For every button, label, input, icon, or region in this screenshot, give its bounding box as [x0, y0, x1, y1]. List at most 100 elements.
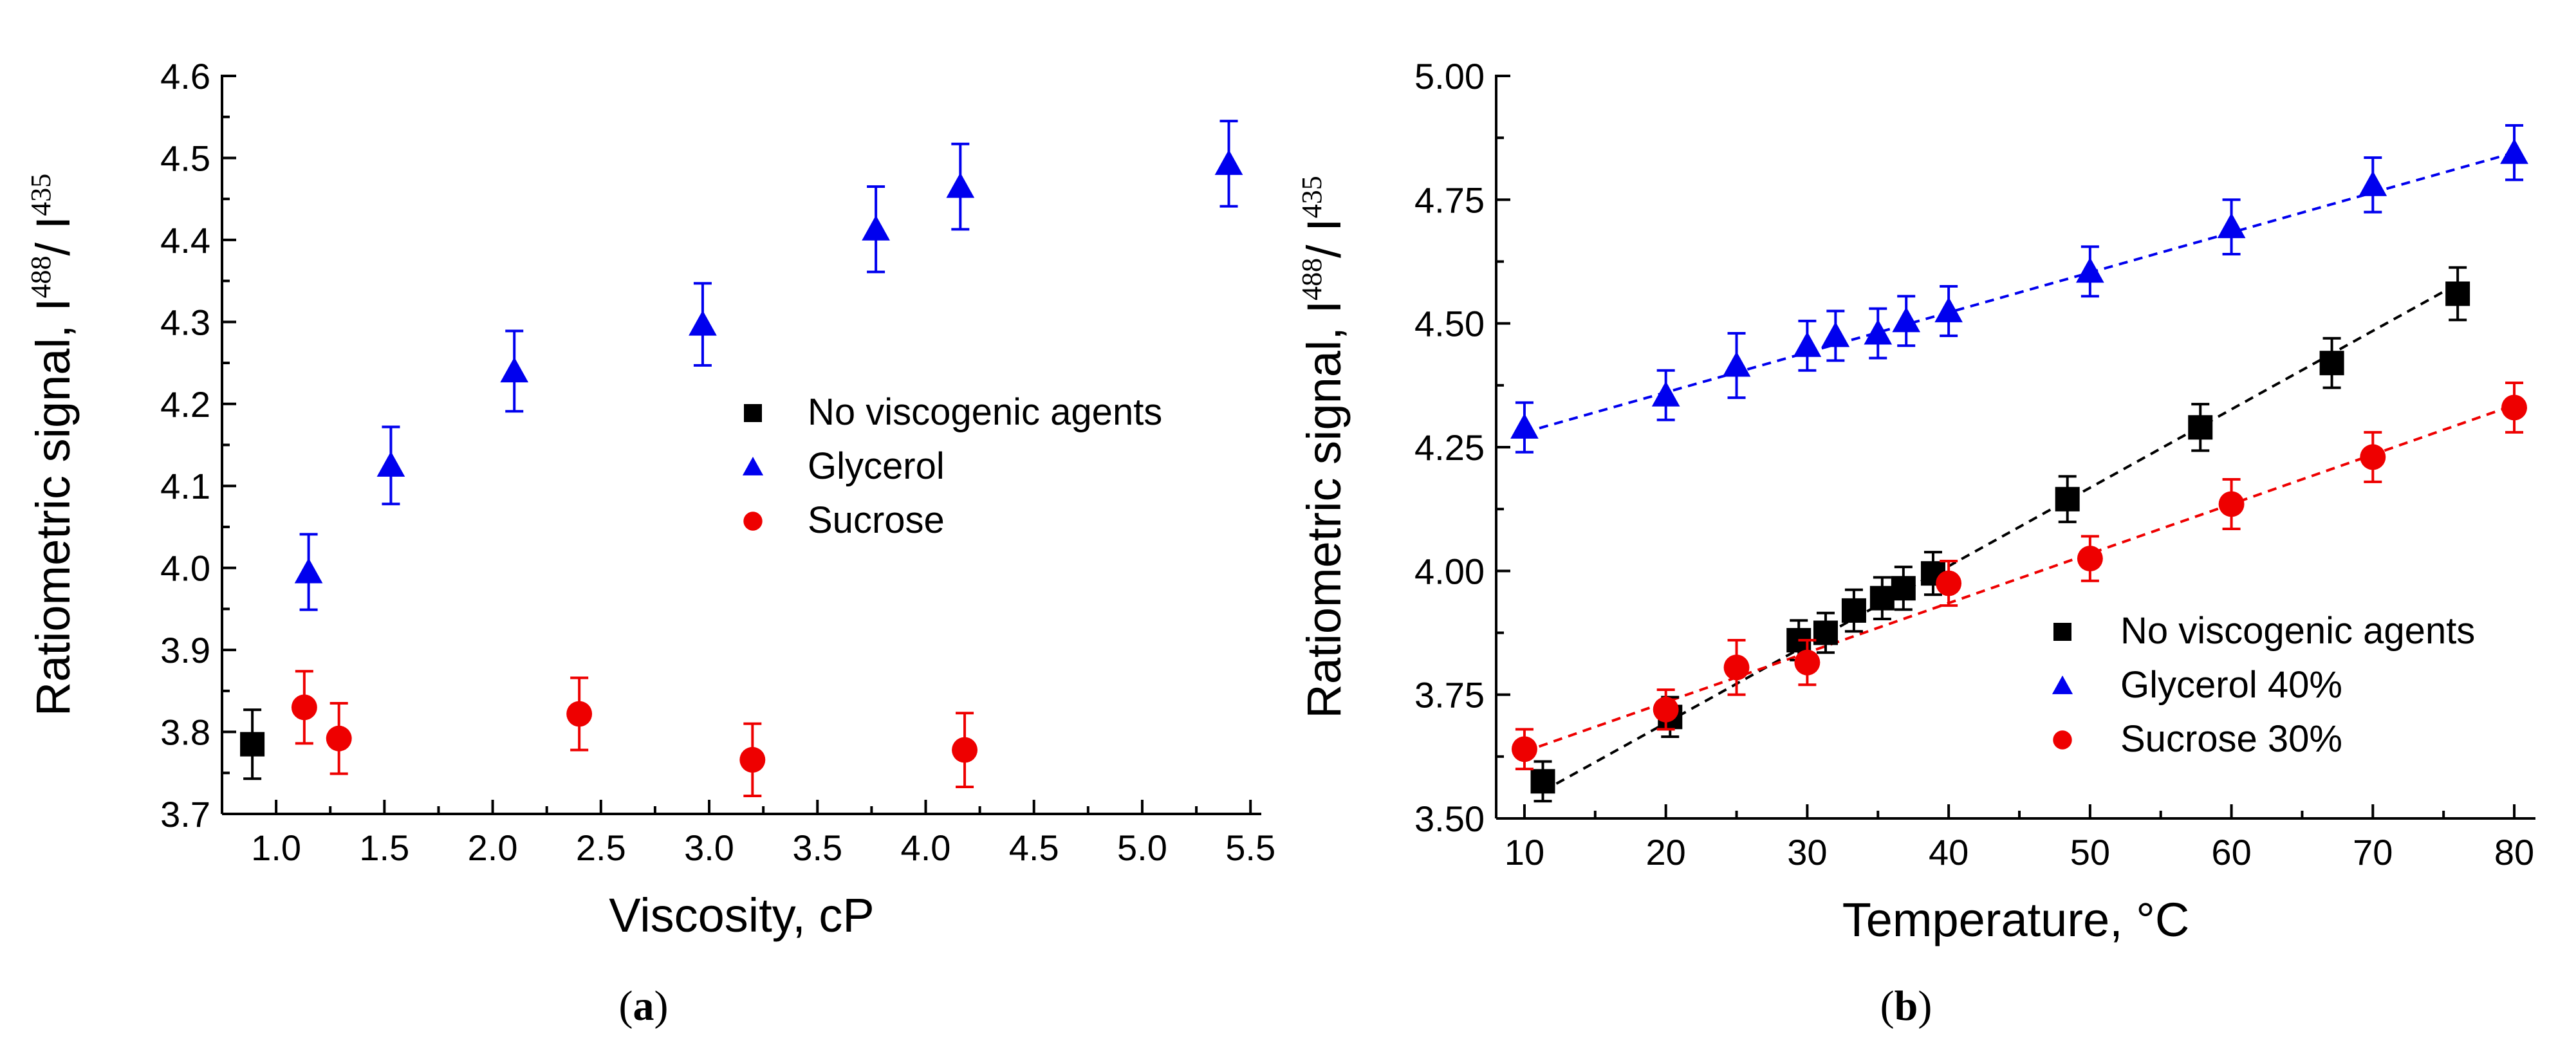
data-point [2055, 486, 2080, 512]
legend-label: No viscogenic agents [808, 391, 1162, 433]
y-tick-label: 3.9 [160, 630, 210, 670]
legend-label: Glycerol 40% [2120, 664, 2342, 706]
x-tick-label: 2.5 [576, 827, 626, 868]
panel-label-b: (b) [1880, 983, 1932, 1029]
fit-line [1542, 282, 2459, 793]
data-point [2501, 394, 2527, 421]
y-axis-label: Ratiometric signal, I488/ I435 [25, 174, 80, 716]
y-tick-label: 4.2 [160, 384, 210, 425]
data-point [566, 701, 593, 727]
y-tick-label: 3.8 [160, 712, 210, 753]
legend-symbol [744, 404, 762, 422]
data-point [240, 732, 265, 757]
y-axis-label-sup1: 488 [25, 255, 57, 298]
x-tick-label: 20 [1646, 832, 1686, 872]
x-tick-label: 2.0 [468, 827, 518, 868]
y-axis-label: Ratiometric signal, I488/ I435 [1296, 176, 1351, 718]
y-tick-label: 3.7 [160, 794, 210, 835]
y-tick-label: 4.3 [160, 302, 210, 342]
data-point [294, 558, 323, 584]
legend-label: Glycerol [808, 445, 945, 487]
data-point [946, 172, 975, 198]
fit-line [1524, 151, 2515, 434]
y-tick-label: 4.0 [160, 548, 210, 589]
data-point [1653, 696, 1679, 723]
data-point [952, 737, 978, 763]
y-tick-label: 4.75 [1414, 180, 1485, 220]
chart-b: 10 20 30 40 50 60 70 80 3.50 3.75 4.00 4.25 4.50 4.75… [1296, 56, 2535, 946]
x-tick-label: 10 [1505, 832, 1544, 872]
y-axis-label-main: Ratiometric signal, I [26, 298, 80, 716]
data-point [1891, 576, 1916, 601]
data-point [1214, 149, 1243, 175]
data-point [1793, 331, 1822, 357]
x-tick-label: 1.0 [251, 827, 301, 868]
data-point [2358, 171, 2387, 196]
x-tick-label: 70 [2353, 832, 2393, 872]
legend-label: Sucrose 30% [2120, 718, 2342, 760]
legend-symbol [2053, 730, 2072, 750]
data-point [862, 215, 890, 241]
x-tick-label: 3.5 [792, 827, 842, 868]
x-axis-label: Viscosity, cP [609, 889, 875, 942]
x-tick-label: 40 [1929, 832, 1969, 872]
data-point [291, 694, 317, 721]
data-point [1869, 586, 1895, 611]
data-point [1813, 620, 1838, 645]
x-tick-label: 60 [2211, 832, 2251, 872]
y-tick-label: 4.00 [1414, 551, 1485, 591]
data-point [689, 310, 717, 336]
y-tick-label: 4.50 [1414, 304, 1485, 344]
y-axis-label-sup1: 488 [1296, 258, 1328, 300]
y-axis-label-sup2: 435 [25, 174, 57, 216]
data-point [2360, 444, 2386, 470]
data-point [376, 451, 405, 477]
data-point [2445, 281, 2470, 306]
data-point [1864, 319, 1893, 345]
data-point [2319, 351, 2344, 376]
data-point [1510, 413, 1539, 439]
data-point [2077, 546, 2103, 572]
data-point [2500, 138, 2528, 164]
data-point [2188, 415, 2213, 440]
data-point [2076, 257, 2104, 283]
y-axis-label-mid: / I [26, 216, 80, 256]
y-axis-label-mid: / I [1297, 218, 1351, 258]
data-point [326, 725, 352, 752]
x-tick-label: 4.5 [1009, 827, 1059, 868]
x-tick-label: 3.0 [684, 827, 734, 868]
data-point [1934, 297, 1963, 322]
data-point [1794, 649, 1821, 676]
panel-label-a: (a) [619, 983, 669, 1029]
data-point [1723, 654, 1750, 681]
x-tick-label: 4.0 [901, 827, 951, 868]
legend-label: No viscogenic agents [2120, 610, 2475, 652]
legend-symbol [742, 456, 764, 475]
data-point [500, 356, 529, 383]
y-tick-label: 3.50 [1414, 798, 1485, 839]
data-point [1530, 769, 1555, 794]
data-point [1651, 381, 1680, 407]
data-point [1511, 736, 1537, 762]
data-point [2218, 491, 2245, 517]
legend-label: Sucrose [808, 499, 945, 541]
x-tick-label: 80 [2494, 832, 2534, 872]
chart-a: 1.0 1.5 2.0 2.5 3.0 3.5 4.0 4.5 5.0 5.5 3.7 3.8 3.9 4… [25, 56, 1275, 942]
fit-line [1524, 403, 2515, 753]
y-tick-label: 4.4 [160, 220, 210, 261]
legend-symbol [743, 512, 763, 531]
y-tick-label: 4.1 [160, 466, 210, 506]
data-point [1821, 322, 1850, 347]
x-tick-label: 5.5 [1225, 827, 1275, 868]
data-point [739, 746, 766, 773]
x-axis-label: Temperature, °C [1842, 893, 2190, 946]
y-axis-label-sup2: 435 [1296, 176, 1328, 218]
data-point [1936, 570, 1962, 596]
y-tick-label: 3.75 [1414, 675, 1485, 715]
legend-symbol [2052, 675, 2073, 694]
y-tick-label: 4.5 [160, 138, 210, 178]
x-tick-label: 50 [2070, 832, 2110, 872]
y-tick-label: 5.00 [1414, 56, 1485, 97]
x-tick-label: 5.0 [1117, 827, 1167, 868]
